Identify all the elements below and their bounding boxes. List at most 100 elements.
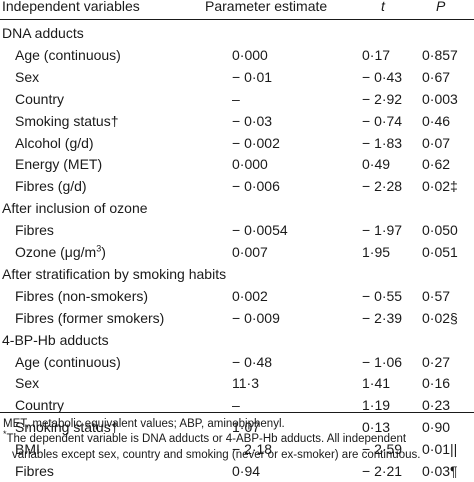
- t-cell: 0·13: [362, 419, 391, 436]
- t-cell: 1·41: [362, 375, 391, 392]
- estimate-cell: − 2·18: [232, 441, 273, 458]
- p-cell: 0·02§: [422, 309, 458, 326]
- section-title: DNA adducts: [2, 25, 84, 41]
- estimate-cell: 0·000: [232, 156, 268, 173]
- estimate-cell: − 0·009: [232, 309, 280, 326]
- footnote-star-line2: variables except sex, country and smokin…: [12, 449, 421, 461]
- variable-label: Alcohol (g/d): [15, 134, 94, 151]
- table-row: Alcohol (g/d) − 0·002 − 1·83 0·07: [0, 132, 474, 154]
- p-cell: 0·857: [422, 46, 458, 63]
- table-row: Smoking status† − 0·03 − 0·74 0·46: [0, 110, 474, 132]
- table-row: Age (continuous) 0·000 0·17 0·857: [0, 44, 474, 66]
- t-cell: 1·95: [362, 244, 391, 260]
- p-cell: 0·050: [422, 222, 458, 239]
- estimate-cell: 0·007: [232, 244, 268, 260]
- variable-label: Sex: [15, 68, 40, 85]
- variable-label: Smoking status†: [15, 419, 119, 436]
- p-cell: 0·16: [422, 375, 451, 392]
- variable-suffix: ): [101, 244, 106, 260]
- table-row: Smoking status† 1·07 0·13 0·90: [0, 416, 474, 438]
- table-row: BMI − 2·18 − 2·59 0·01||: [0, 438, 474, 460]
- t-cell: − 1·97: [362, 222, 403, 239]
- table-row: Country – 1·19 0·23: [0, 394, 474, 416]
- p-cell: 0·07: [422, 134, 451, 151]
- t-cell: − 0·55: [362, 287, 403, 304]
- p-cell: 0·46: [422, 112, 451, 129]
- t-cell: − 2·39: [362, 309, 403, 326]
- section-header-row: 4-BP-Hb adducts: [0, 329, 474, 351]
- t-cell: − 1·06: [362, 353, 403, 370]
- table-row: Fibres − 0·0054 − 1·97 0·050: [0, 219, 474, 241]
- t-cell: − 0·43: [362, 68, 403, 85]
- estimate-cell: –: [232, 397, 240, 414]
- variable-label: Country: [15, 90, 65, 107]
- t-cell: − 2·28: [362, 178, 403, 195]
- t-cell: − 0·74: [362, 112, 403, 129]
- table-bottom-rule: [0, 412, 474, 413]
- t-cell: − 1·83: [362, 134, 403, 151]
- p-cell: 0·23: [422, 397, 451, 414]
- variable-label: BMI: [15, 441, 40, 458]
- section-title: After stratification by smoking habits: [2, 265, 227, 282]
- table-row: Sex 11·3 1·41 0·16: [0, 372, 474, 394]
- estimate-cell: 1·07: [232, 419, 261, 436]
- table-row: Fibres 0·94 − 2·21 0·03¶: [0, 460, 474, 482]
- variable-label: Smoking status†: [15, 112, 119, 129]
- estimate-cell: 0·002: [232, 287, 268, 304]
- t-cell: 0·17: [362, 46, 391, 63]
- header-rule: [0, 19, 474, 20]
- variable-label: Age (continuous): [15, 353, 121, 370]
- variable-label: Fibres: [15, 222, 54, 239]
- section-header-row: DNA adducts: [0, 22, 474, 44]
- table-row: Sex − 0·01 − 0·43 0·67: [0, 66, 474, 88]
- variable-superscript: 3: [96, 243, 102, 254]
- footnote-star-line1: The dependent variable is DNA adducts or…: [6, 433, 407, 445]
- estimate-cell: − 0·03: [232, 112, 273, 129]
- header-independent-variables: Independent variables: [2, 0, 140, 14]
- header-p: P: [436, 0, 446, 14]
- estimate-cell: − 0·006: [232, 178, 280, 195]
- variable-cell: Ozone (μg/m3): [15, 241, 106, 263]
- variable-label: Age (continuous): [15, 46, 121, 63]
- table-row: Fibres (former smokers) − 0·009 − 2·39 0·02…: [0, 307, 474, 329]
- variable-label: Energy (MET): [15, 156, 103, 173]
- section-title: 4-BP-Hb adducts: [2, 331, 109, 348]
- variable-label: Sex: [15, 375, 40, 392]
- section-title: After inclusion of ozone: [2, 200, 148, 217]
- t-cell: − 2·92: [362, 90, 403, 107]
- variable-label: Country: [15, 397, 65, 414]
- estimate-cell: –: [232, 90, 240, 107]
- t-cell: 1·19: [362, 397, 391, 414]
- estimate-cell: − 0·48: [232, 353, 273, 370]
- p-cell: 0·90: [422, 419, 451, 436]
- p-cell: 0·003: [422, 90, 458, 107]
- p-cell: 0·02‡: [422, 178, 458, 195]
- table-row: Energy (MET) 0·000 0·49 0·62: [0, 153, 474, 175]
- variable-label: Fibres (g/d): [15, 178, 87, 195]
- footnote-abbreviations: MET, metabolic equivalent values; ABP, a…: [3, 418, 285, 430]
- t-cell: − 2·21: [362, 463, 403, 479]
- estimate-cell: 0·94: [232, 463, 261, 479]
- estimate-cell: 11·3: [232, 375, 259, 392]
- table-row: Age (continuous) − 0·48 − 1·06 0·27: [0, 351, 474, 373]
- variable-label: Fibres (non-smokers): [15, 287, 149, 304]
- p-cell: 0·67: [422, 68, 451, 85]
- p-cell: 0·03¶: [422, 463, 458, 479]
- header-t: t: [381, 0, 385, 14]
- p-cell: 0·62: [422, 156, 451, 173]
- variable-label: Ozone (μg/m: [15, 244, 97, 260]
- p-cell: 0·27: [422, 353, 451, 370]
- variable-label: Fibres: [15, 463, 54, 479]
- table-row: Country – − 2·92 0·003: [0, 88, 474, 110]
- header-parameter-estimate: Parameter estimate: [205, 0, 328, 14]
- footnote-star: *The dependent variable is DNA adducts o…: [3, 430, 407, 447]
- table-row: Ozone (μg/m3) 0·007 1·95 0·051: [0, 241, 474, 263]
- variable-label: Fibres (former smokers): [15, 309, 165, 326]
- table-row: Fibres (non-smokers) 0·002 − 0·55 0·57: [0, 285, 474, 307]
- p-cell: 0·051: [422, 244, 458, 260]
- section-header-row: After stratification by smoking habits: [0, 263, 474, 285]
- estimate-cell: − 0·01: [232, 68, 273, 85]
- estimate-cell: 0·000: [232, 46, 268, 63]
- estimate-cell: − 0·0054: [232, 222, 288, 239]
- t-cell: − 2·59: [362, 441, 403, 458]
